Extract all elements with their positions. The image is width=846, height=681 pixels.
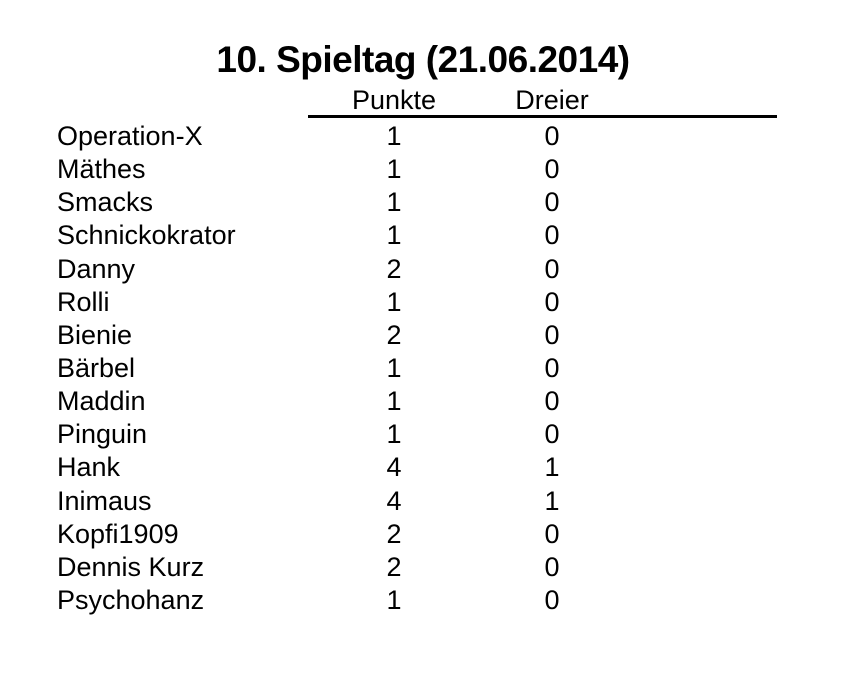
punkte-value: 4 — [386, 485, 402, 516]
punkte-value: 1 — [386, 352, 402, 383]
dreier-value: 1 — [544, 452, 560, 483]
dreier-value: 0 — [544, 518, 560, 549]
table-row: Kopfi1909 2 0 — [0, 518, 846, 551]
punkte-value: 1 — [386, 220, 402, 251]
table-row: Smacks 1 0 — [0, 186, 846, 219]
dreier-value: 1 — [544, 485, 560, 516]
punkte-value: 2 — [386, 319, 402, 350]
player-name: Maddin — [57, 386, 146, 417]
dreier-value: 0 — [544, 584, 560, 615]
player-name: Operation-X — [57, 121, 203, 151]
punkte-value: 1 — [386, 286, 402, 317]
dreier-value: 0 — [544, 154, 560, 185]
table-header: Punkte Dreier — [0, 84, 846, 117]
punkte-value: 1 — [386, 121, 402, 151]
punkte-value: 1 — [386, 419, 402, 450]
punkte-value: 2 — [386, 253, 402, 284]
player-name: Pinguin — [57, 419, 148, 450]
table-row: Hank 4 1 — [0, 451, 846, 484]
player-name: Dennis Kurz — [57, 551, 205, 582]
dreier-value: 0 — [544, 551, 560, 582]
player-name: Inimaus — [57, 485, 152, 516]
column-header-punkte: Punkte — [351, 85, 437, 115]
table-row: Danny 2 0 — [0, 253, 846, 286]
table-row: Mäthes 1 0 — [0, 153, 846, 186]
table-row: Maddin 1 0 — [0, 385, 846, 418]
page-title: 10. Spieltag (21.06.2014) — [216, 39, 630, 80]
punkte-value: 4 — [386, 452, 402, 483]
player-name: Danny — [57, 253, 136, 284]
punkte-value: 1 — [386, 187, 402, 218]
player-name: Hank — [57, 452, 121, 483]
punkte-value: 2 — [386, 518, 402, 549]
table-row: Bienie 2 0 — [0, 319, 846, 352]
table-row: Bärbel 1 0 — [0, 352, 846, 385]
table-row: Rolli 1 0 — [0, 286, 846, 319]
player-name: Rolli — [57, 286, 110, 317]
dreier-value: 0 — [544, 121, 560, 151]
player-name: Bienie — [57, 319, 133, 350]
punkte-value: 1 — [386, 154, 402, 185]
dreier-value: 0 — [544, 253, 560, 284]
dreier-value: 0 — [544, 352, 560, 383]
dreier-value: 0 — [544, 286, 560, 317]
dreier-value: 0 — [544, 187, 560, 218]
table-body: Operation-X 1 0 Mäthes 1 0 Smacks 1 0 Schnickokra… — [0, 120, 846, 617]
player-name: Kopfi1909 — [57, 518, 179, 549]
dreier-value: 0 — [544, 319, 560, 350]
table-row: Operation-X 1 0 — [0, 120, 846, 153]
punkte-value: 1 — [386, 386, 402, 417]
player-name: Psychohanz — [57, 584, 205, 615]
punkte-value: 1 — [386, 584, 402, 615]
player-name: Schnickokrator — [57, 220, 236, 251]
dreier-value: 0 — [544, 386, 560, 417]
dreier-value: 0 — [544, 419, 560, 450]
punkte-value: 2 — [386, 551, 402, 582]
table-row: Schnickokrator 1 0 — [0, 219, 846, 252]
table-row: Psychohanz 1 0 — [0, 584, 846, 617]
dreier-value: 0 — [544, 220, 560, 251]
column-header-dreier: Dreier — [515, 85, 589, 115]
player-name: Mäthes — [57, 154, 146, 185]
table-row: Pinguin 1 0 — [0, 418, 846, 451]
table-row: Dennis Kurz 2 0 — [0, 551, 846, 584]
table-row: Inimaus 4 1 — [0, 485, 846, 518]
player-name: Smacks — [57, 187, 154, 218]
player-name: Bärbel — [57, 352, 136, 383]
header-underline — [308, 115, 777, 118]
